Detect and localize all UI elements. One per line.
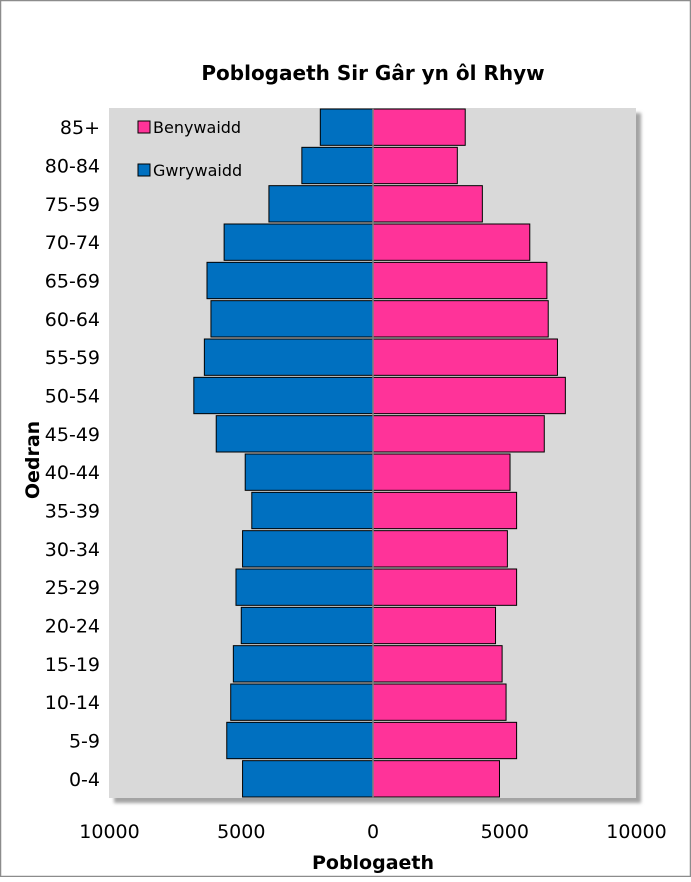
bar-benywaidd-85+ (372, 108, 466, 146)
bar-benywaidd-65-69 (372, 261, 548, 300)
y-tick-label: 25-29 (45, 577, 100, 599)
bar-gwrywaidd-70-74 (223, 223, 374, 261)
legend-swatch-gwrywaidd (137, 163, 151, 177)
legend-label-benywaidd: Benywaidd (153, 118, 241, 137)
y-tick-label: 55-59 (45, 347, 100, 369)
bar-gwrywaidd-20-24 (240, 606, 374, 645)
bar-benywaidd-10-14 (372, 683, 507, 721)
bar-benywaidd-50-54 (372, 376, 566, 415)
bar-benywaidd-20-24 (372, 606, 497, 645)
bar-benywaidd-45-49 (372, 415, 545, 453)
bar-gwrywaidd-60-64 (210, 300, 374, 338)
bar-gwrywaidd-5-9 (226, 721, 374, 760)
y-tick-label: 65-69 (45, 271, 100, 293)
y-tick-label: 40-44 (45, 462, 100, 484)
y-tick-label: 20-24 (45, 616, 100, 638)
y-tick-label: 15-19 (45, 654, 100, 676)
bar-gwrywaidd-80-84 (301, 146, 374, 185)
bar-benywaidd-15-19 (372, 645, 503, 683)
bar-gwrywaidd-15-19 (232, 645, 374, 683)
bar-gwrywaidd-0-4 (242, 760, 374, 798)
x-tick-label: 10000 (79, 821, 139, 843)
bar-benywaidd-80-84 (372, 146, 458, 185)
y-tick-labels: 0-4 5-9 10-14 15-19 20-24 25-29 30-34 35-39 40-4… (45, 117, 100, 791)
bar-benywaidd-40-44 (372, 453, 511, 491)
y-tick-label: 85+ (60, 117, 100, 139)
x-tick-label: 10000 (606, 821, 666, 843)
bar-benywaidd-75-59 (372, 185, 483, 223)
x-axis-title: Poblogaeth (312, 852, 434, 874)
bar-gwrywaidd-55-59 (203, 338, 374, 376)
bar-benywaidd-5-9 (372, 721, 518, 760)
bar-gwrywaidd-40-44 (244, 453, 374, 491)
y-tick-label: 45-49 (45, 424, 100, 446)
bar-benywaidd-25-29 (372, 568, 518, 606)
bar-layer (193, 108, 566, 798)
bar-benywaidd-60-64 (372, 300, 549, 338)
y-tick-label: 75-59 (45, 194, 100, 216)
y-tick-label: 60-64 (45, 309, 100, 331)
x-tick-label: 5000 (217, 821, 265, 843)
y-tick-label: 35-39 (45, 501, 100, 523)
bar-gwrywaidd-10-14 (230, 683, 374, 721)
bar-benywaidd-70-74 (372, 223, 531, 261)
bar-gwrywaidd-45-49 (215, 415, 374, 453)
y-axis-title: Oedran (22, 421, 44, 499)
legend-swatch-benywaidd (137, 120, 151, 134)
y-tick-label: 80-84 (45, 156, 100, 178)
bar-gwrywaidd-30-34 (242, 530, 374, 568)
chart-title: Poblogaeth Sir Gâr yn ôl Rhyw (201, 61, 544, 85)
bar-benywaidd-35-39 (372, 491, 518, 530)
bar-gwrywaidd-75-59 (268, 185, 374, 223)
bar-benywaidd-0-4 (372, 760, 500, 798)
bar-gwrywaidd-65-69 (206, 261, 374, 300)
y-tick-label: 5-9 (69, 731, 100, 753)
y-tick-label: 0-4 (69, 769, 100, 791)
x-tick-labels: 10000 5000 0 5000 10000 (79, 821, 666, 843)
bar-benywaidd-55-59 (372, 338, 558, 376)
bar-gwrywaidd-35-39 (251, 491, 374, 530)
y-tick-label: 30-34 (45, 539, 100, 561)
legend-label-gwrywaidd: Gwrywaidd (153, 161, 242, 180)
legend: Benywaidd Gwrywaidd (137, 118, 242, 180)
y-tick-label: 10-14 (45, 692, 100, 714)
bar-benywaidd-30-34 (372, 530, 508, 568)
y-tick-label: 70-74 (45, 232, 100, 254)
x-tick-label: 0 (367, 821, 379, 843)
bar-gwrywaidd-25-29 (235, 568, 374, 606)
x-tick-label: 5000 (481, 821, 529, 843)
y-tick-label: 50-54 (45, 386, 100, 408)
bar-gwrywaidd-85+ (319, 108, 374, 146)
bar-gwrywaidd-50-54 (193, 376, 374, 415)
